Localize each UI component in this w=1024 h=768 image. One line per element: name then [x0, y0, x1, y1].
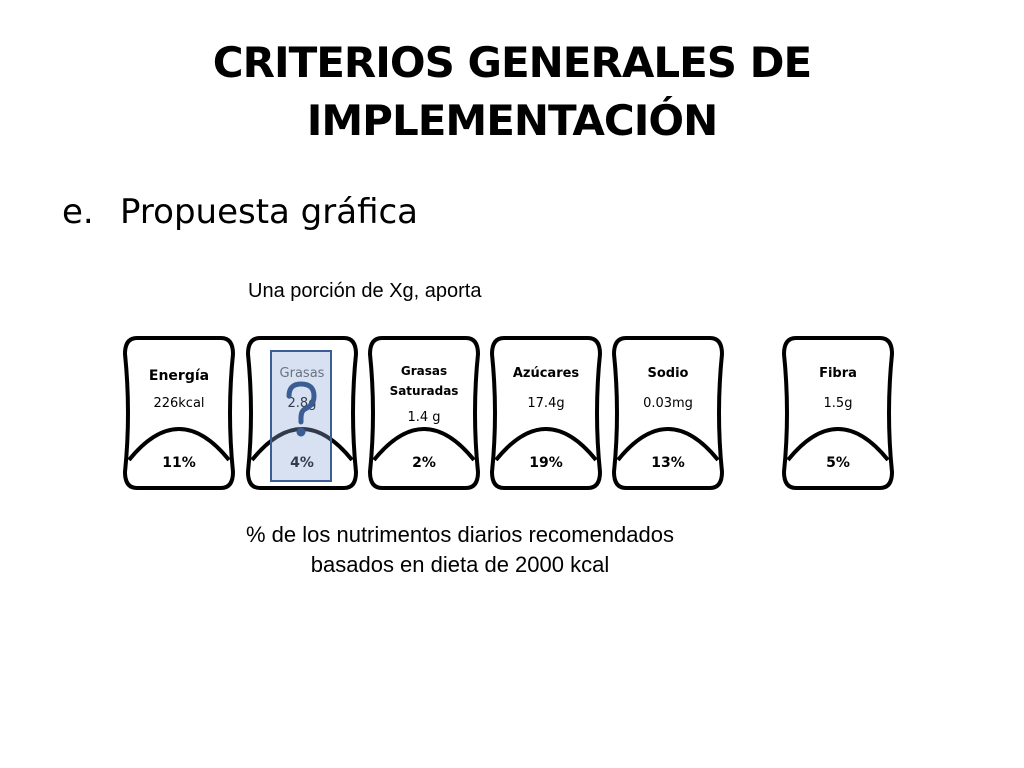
bullet-item: e. Propuesta gráfica	[62, 190, 418, 234]
nutrition-label-energia: Energía 226kcal 11%	[121, 334, 237, 492]
caption-daily-values: % de los nutrimentos diarios recomendado…	[190, 520, 730, 580]
label-amount: 1.5g	[823, 396, 853, 411]
label-percent: 4%	[290, 455, 314, 471]
label-name: Fibra	[819, 366, 857, 381]
label-percent: 19%	[529, 455, 563, 471]
nutrition-label-grasas-saturadas: Grasas Saturadas 1.4 g 2%	[366, 334, 482, 492]
label-name-line-1: Grasas	[400, 364, 448, 378]
nutrition-label-fibra: Fibra 1.5g 5%	[780, 334, 896, 492]
label-name: Grasas	[279, 366, 325, 381]
nutrition-label-azucares: Azúcares 17.4g 19%	[488, 334, 604, 492]
label-name: Energía	[148, 368, 210, 384]
label-percent: 5%	[826, 455, 850, 471]
label-name: Azúcares	[512, 366, 580, 381]
label-amount: 1.4 g	[407, 410, 441, 425]
label-frame	[367, 336, 481, 490]
label-frame	[489, 336, 603, 490]
label-percent: 11%	[162, 455, 196, 471]
label-frame	[611, 336, 725, 490]
nutrition-label-sodio: Sodio 0.03mg 13%	[610, 334, 726, 492]
question-mark-icon	[286, 381, 317, 437]
label-frame	[122, 336, 236, 490]
bullet-text: Propuesta gráfica	[120, 192, 419, 232]
label-amount: 0.03mg	[643, 396, 693, 411]
label-name: Sodio	[647, 366, 689, 381]
caption-portion: Una porción de Xg, aporta	[248, 280, 482, 302]
label-amount: 226kcal	[153, 396, 205, 411]
label-percent: 13%	[651, 455, 685, 471]
label-amount: 17.4g	[527, 396, 565, 411]
label-name-line-2: Saturadas	[389, 384, 459, 398]
bullet-marker: e.	[62, 192, 94, 232]
slide-title-line-2: IMPLEMENTACIÓN	[306, 96, 719, 145]
caption-daily-values-line-2: basados en dieta de 2000 kcal	[310, 552, 610, 577]
caption-daily-values-line-1: % de los nutrimentos diarios recomendado…	[245, 522, 674, 547]
label-frame	[781, 336, 895, 490]
label-percent: 2%	[412, 455, 436, 471]
slide-title-line-1: CRITERIOS GENERALES DE	[212, 38, 812, 87]
slide-title: CRITERIOS GENERALES DE IMPLEMENTACIÓN	[0, 34, 1024, 150]
